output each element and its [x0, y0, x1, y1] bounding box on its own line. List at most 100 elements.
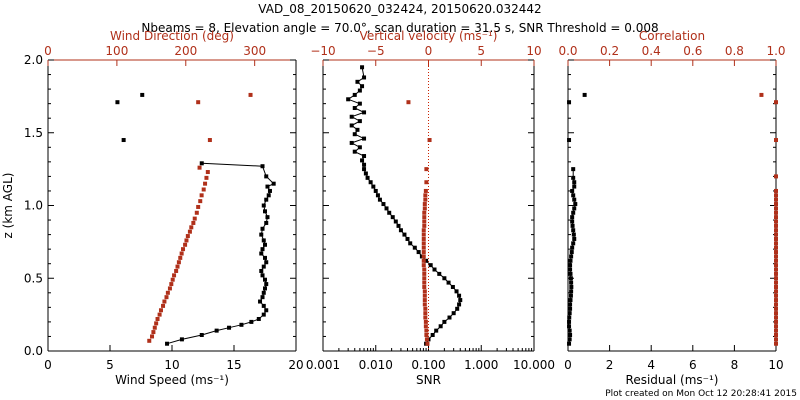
data-point-red: [154, 321, 159, 326]
data-point-red: [424, 328, 429, 333]
data-point-red: [422, 223, 427, 228]
data-point-black: [568, 293, 573, 298]
data-point-red: [421, 254, 426, 259]
data-point-black: [572, 180, 577, 185]
data-point-red: [425, 341, 430, 346]
data-point-black: [451, 311, 456, 316]
data-point-black: [571, 210, 576, 215]
data-point-red: [162, 299, 167, 304]
plot-footer: Plot created on Mon Oct 12 20:28:41 2015: [605, 389, 797, 399]
data-point-black: [571, 232, 576, 237]
data-point-black: [263, 242, 267, 247]
data-point-black: [570, 223, 575, 228]
data-point-black: [571, 228, 576, 233]
data-point-black: [568, 258, 573, 263]
data-point-black: [346, 97, 351, 102]
data-point-black: [567, 100, 572, 105]
data-point-black: [432, 267, 437, 272]
figure-title: VAD_08_20150620_032424, 20150620.032442: [258, 2, 541, 16]
data-point-red: [423, 324, 428, 329]
data-point-red: [774, 341, 778, 346]
data-point-red: [421, 263, 426, 268]
x-axis-label: SNR: [416, 373, 441, 387]
data-point-black: [573, 202, 578, 207]
x-tick-label: 0: [44, 358, 52, 372]
data-point-black: [263, 286, 267, 291]
data-point-black: [264, 260, 269, 265]
data-point-black: [349, 123, 354, 128]
data-point-red: [759, 92, 764, 97]
data-point-red: [423, 311, 428, 316]
data-point-red: [427, 138, 432, 143]
data-point-red: [184, 238, 189, 243]
data-point-black: [263, 209, 267, 214]
data-point-red: [423, 197, 428, 202]
data-point-red: [774, 324, 778, 329]
data-point-red: [423, 193, 428, 198]
data-point-black: [567, 324, 572, 329]
data-point-black: [259, 268, 264, 273]
data-point-black: [362, 154, 367, 159]
x-tick-label: 2: [606, 358, 614, 372]
data-point-red: [774, 293, 778, 298]
data-point-red: [774, 228, 778, 233]
x-tick-label: 20: [288, 358, 303, 372]
data-point-black: [267, 188, 272, 193]
data-point-red: [774, 232, 778, 237]
data-point-black: [357, 145, 362, 150]
data-point-red: [203, 181, 208, 186]
data-point-black: [199, 161, 204, 166]
data-point-black: [271, 181, 276, 186]
data-point-red: [421, 236, 426, 241]
data-point-black: [264, 197, 269, 202]
data-point-red: [191, 220, 196, 225]
top-tick-label: 0.4: [642, 44, 661, 58]
data-point-black: [140, 92, 145, 97]
data-point-red: [774, 188, 778, 193]
data-point-red: [774, 223, 778, 228]
top-tick-label: 0.2: [600, 44, 619, 58]
data-point-black: [405, 236, 410, 241]
data-point-red: [422, 202, 427, 207]
top-tick-label: 1.0: [766, 44, 785, 58]
data-point-red: [204, 175, 209, 180]
data-point-black: [568, 276, 573, 281]
data-point-black: [408, 241, 413, 246]
data-point-black: [567, 315, 572, 320]
data-point-black: [567, 341, 572, 346]
data-point-red: [421, 250, 426, 255]
data-point-black: [457, 293, 462, 298]
data-point-black: [567, 337, 572, 342]
data-point-black: [362, 110, 367, 115]
series-line: [568, 169, 576, 344]
top-tick-label: 0.8: [725, 44, 744, 58]
data-point-red: [423, 315, 428, 320]
x-axis-label: Residual (ms⁻¹): [626, 373, 719, 387]
data-point-red: [196, 204, 201, 209]
data-point-black: [258, 299, 263, 304]
data-point-red: [406, 100, 411, 105]
data-point-black: [438, 324, 443, 329]
data-point-black: [349, 140, 354, 145]
data-point-black: [355, 127, 360, 132]
data-point-red: [422, 298, 427, 303]
data-point-black: [259, 232, 264, 237]
data-point-red: [774, 138, 778, 143]
data-point-black: [256, 316, 261, 321]
data-point-black: [572, 197, 577, 202]
top-tick-label: 0: [44, 44, 52, 58]
data-point-black: [260, 164, 265, 169]
data-point-black: [569, 280, 574, 285]
data-point-black: [260, 273, 265, 278]
data-point-black: [261, 238, 266, 243]
data-point-black: [442, 276, 447, 281]
data-point-black: [264, 308, 269, 313]
data-point-red: [181, 247, 186, 252]
x-tick-label: 0.010: [359, 358, 393, 372]
data-point-black: [263, 277, 267, 282]
data-point-black: [572, 236, 577, 241]
top-tick-label: 200: [174, 44, 197, 58]
data-point-black: [371, 184, 376, 189]
data-point-black: [571, 241, 576, 246]
data-point-red: [198, 199, 203, 204]
